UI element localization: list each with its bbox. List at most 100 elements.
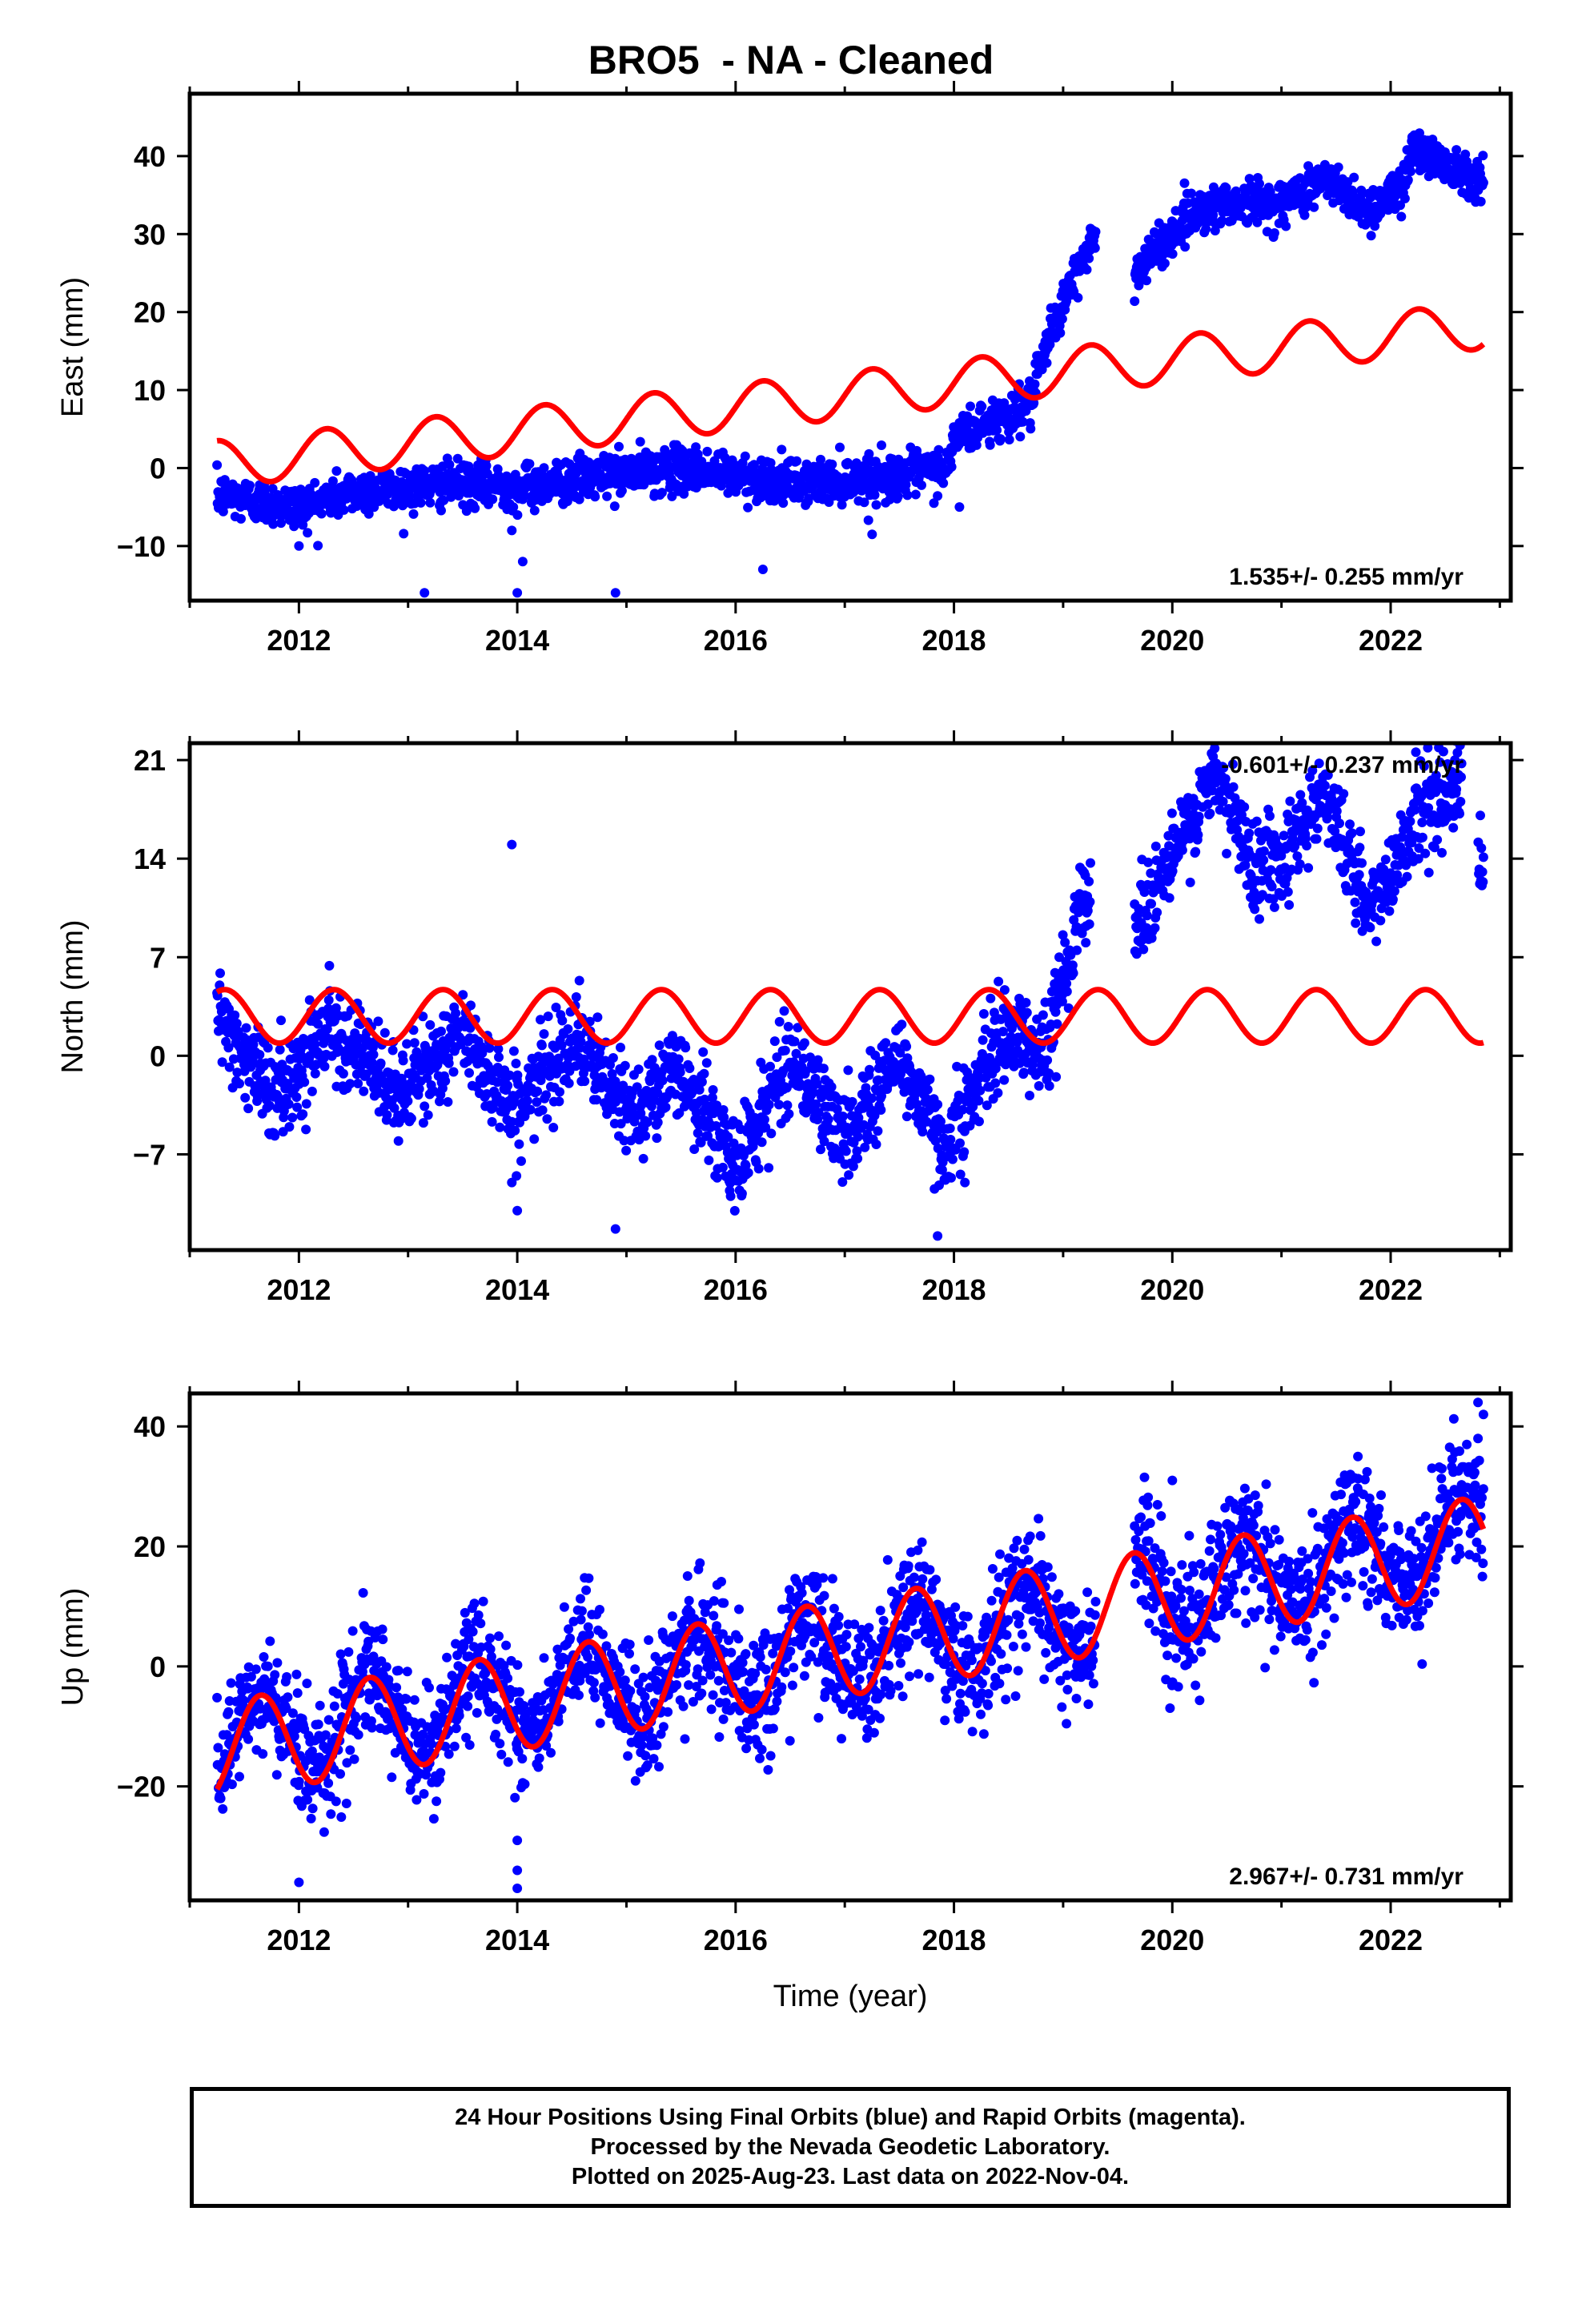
data-point bbox=[1057, 314, 1067, 324]
data-point bbox=[1051, 1072, 1062, 1082]
data-point bbox=[1022, 1007, 1032, 1018]
data-point bbox=[276, 518, 286, 529]
data-point bbox=[1265, 811, 1275, 821]
data-point bbox=[305, 1051, 315, 1061]
data-point bbox=[933, 491, 943, 501]
data-point bbox=[1090, 243, 1100, 253]
data-point bbox=[1090, 227, 1101, 237]
data-point bbox=[717, 1162, 728, 1172]
data-point bbox=[792, 456, 802, 466]
data-point bbox=[1410, 805, 1420, 815]
data-point bbox=[243, 1734, 254, 1744]
data-point bbox=[1355, 842, 1365, 853]
data-point bbox=[532, 1086, 543, 1096]
data-point bbox=[946, 1135, 956, 1144]
outlier-point bbox=[960, 1177, 970, 1188]
data-point bbox=[493, 1043, 504, 1054]
data-point bbox=[1084, 919, 1094, 929]
data-point bbox=[275, 1044, 285, 1055]
data-point bbox=[609, 501, 620, 512]
x-tick-label: 2016 bbox=[704, 624, 768, 657]
data-point bbox=[934, 444, 944, 455]
y-tick-label: 21 bbox=[134, 744, 166, 777]
data-point bbox=[897, 1019, 907, 1030]
data-point bbox=[291, 1092, 302, 1102]
data-point bbox=[1018, 1068, 1029, 1078]
data-point bbox=[971, 440, 982, 450]
data-point bbox=[398, 1055, 408, 1066]
outlier-point bbox=[507, 525, 517, 536]
data-point bbox=[236, 513, 246, 524]
data-point bbox=[304, 995, 315, 1005]
data-point bbox=[783, 1022, 793, 1031]
data-point bbox=[881, 1038, 891, 1048]
data-point bbox=[1279, 830, 1289, 841]
data-point bbox=[508, 502, 519, 513]
data-point bbox=[516, 1156, 526, 1166]
outlier-point bbox=[294, 541, 304, 551]
data-point bbox=[1210, 226, 1220, 235]
data-point bbox=[922, 1084, 933, 1095]
data-point bbox=[292, 1102, 303, 1112]
data-point bbox=[1084, 253, 1094, 263]
data-point bbox=[319, 1061, 330, 1072]
data-point bbox=[675, 1067, 685, 1077]
data-point bbox=[494, 1052, 504, 1063]
outlier-point bbox=[867, 529, 877, 540]
data-point bbox=[418, 1118, 428, 1128]
data-point bbox=[1460, 149, 1471, 159]
data-point bbox=[504, 1070, 515, 1080]
data-point bbox=[310, 1039, 320, 1050]
data-point bbox=[268, 519, 279, 529]
data-point bbox=[1349, 172, 1359, 183]
y-tick-label: 40 bbox=[134, 140, 166, 173]
data-point bbox=[1478, 178, 1488, 188]
data-point bbox=[959, 1147, 970, 1157]
data-point bbox=[487, 1116, 497, 1127]
data-point bbox=[702, 446, 713, 456]
data-point bbox=[1251, 816, 1262, 826]
data-point bbox=[466, 1000, 476, 1011]
data-point bbox=[769, 1036, 780, 1047]
outlier-point bbox=[757, 565, 768, 574]
x-tick-label: 2020 bbox=[1140, 624, 1204, 657]
data-point bbox=[712, 1172, 722, 1183]
data-point bbox=[217, 1057, 227, 1068]
data-point bbox=[1201, 224, 1211, 234]
data-point bbox=[1130, 296, 1140, 307]
data-point bbox=[873, 1126, 883, 1136]
data-point bbox=[946, 462, 957, 472]
data-point bbox=[974, 1116, 984, 1127]
data-point bbox=[331, 466, 342, 476]
data-point bbox=[608, 1053, 618, 1063]
data-point bbox=[843, 1065, 853, 1076]
data-point bbox=[816, 454, 825, 464]
data-point bbox=[774, 1100, 784, 1110]
data-point bbox=[1262, 227, 1272, 237]
data-point bbox=[978, 1009, 989, 1019]
data-point bbox=[283, 1099, 294, 1109]
data-point bbox=[681, 1043, 691, 1053]
east-rate-annotation: 1.535+/- 0.255 mm/yr bbox=[1229, 564, 1464, 590]
data-point bbox=[1284, 900, 1295, 910]
data-point bbox=[693, 449, 703, 460]
data-point bbox=[1333, 162, 1343, 172]
data-point bbox=[679, 489, 689, 499]
data-point bbox=[448, 1067, 459, 1077]
x-tick-label: 2014 bbox=[485, 624, 549, 657]
data-point bbox=[303, 1795, 313, 1805]
data-point bbox=[1259, 846, 1269, 856]
data-point bbox=[271, 1770, 282, 1780]
data-point bbox=[339, 505, 349, 515]
data-point bbox=[1478, 151, 1488, 161]
data-point bbox=[422, 1073, 432, 1084]
data-point bbox=[901, 1041, 912, 1051]
data-point bbox=[555, 1087, 564, 1097]
data-point bbox=[764, 1163, 774, 1173]
data-point bbox=[657, 1076, 668, 1086]
data-point bbox=[537, 1105, 548, 1116]
data-point bbox=[938, 478, 949, 489]
data-point bbox=[1259, 855, 1269, 865]
data-point bbox=[1357, 858, 1367, 868]
data-point bbox=[465, 1023, 476, 1033]
